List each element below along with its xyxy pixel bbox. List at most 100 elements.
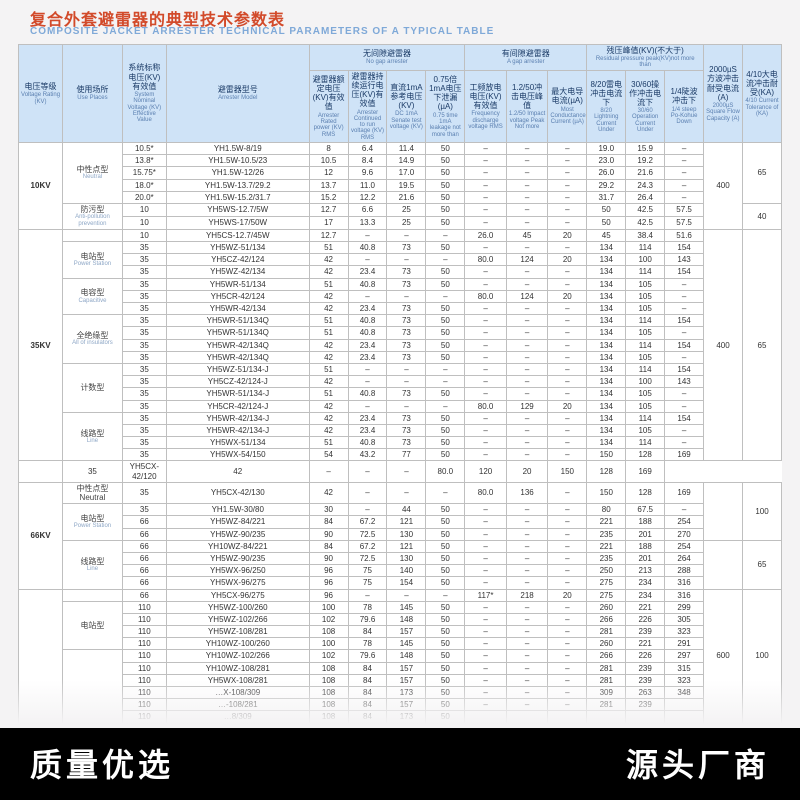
cell-g4: 50 (426, 167, 465, 179)
cell-r2: 100 (626, 254, 665, 266)
cell-g4: 50 (426, 303, 465, 315)
cell-g3: 73 (387, 412, 426, 424)
use-place: 线路型Line (63, 412, 123, 461)
cell-a2: – (506, 638, 548, 650)
cell-r3: 169 (665, 449, 704, 461)
cell-snv: 15.75* (122, 167, 166, 179)
cell-e1 (704, 540, 743, 589)
cell-snv: 13.8* (122, 155, 166, 167)
cell-r3: 57.5 (665, 203, 704, 216)
cell-r3: – (665, 504, 704, 516)
cell-a2: – (506, 179, 548, 191)
cell-a1: – (465, 528, 507, 540)
col-header: 避雷器额定电压(KV)有效值Arrester Rated power (KV) … (309, 70, 348, 142)
cell-r3: 316 (665, 589, 704, 601)
cell-g2: 9.6 (348, 167, 387, 179)
cell-r3: – (665, 179, 704, 191)
cell-a2: 124 (506, 254, 548, 266)
cell-r3: 169 (665, 482, 704, 503)
cell-r2: 105 (626, 351, 665, 363)
cell-r2: 105 (626, 424, 665, 436)
cell-a2: 136 (506, 482, 548, 503)
cell-r3: – (665, 167, 704, 179)
cell-a1: – (465, 191, 507, 203)
cell-g4: 50 (426, 143, 465, 155)
cell-snv: 110 (122, 638, 166, 650)
cell-mdl: YH5CS-12.7/45W (166, 229, 309, 241)
cell-r2: 221 (626, 638, 665, 650)
cell-mdl: YH5WR-42/134Q (166, 339, 309, 351)
cell-g1: 51 (309, 242, 348, 254)
cell-r3: 305 (665, 613, 704, 625)
cell-a2: – (506, 552, 548, 564)
cell-r3: 297 (665, 650, 704, 662)
cell-r1: 134 (587, 254, 626, 266)
cell-g4: 50 (426, 315, 465, 327)
cell-snv: 66 (122, 552, 166, 564)
cell-a2: – (506, 650, 548, 662)
cell-a2: 218 (506, 589, 548, 601)
cell-g4: 50 (426, 388, 465, 400)
cell-mdl: YH5CZ-42/124 (166, 254, 309, 266)
cell-snv: 35 (122, 412, 166, 424)
cell-a1: – (465, 339, 507, 351)
cell-a3: – (548, 482, 587, 503)
cell-a3: – (548, 565, 587, 577)
cell-a2: – (506, 167, 548, 179)
cell-a2: – (506, 613, 548, 625)
cell-g4: 50 (426, 650, 465, 662)
cell-g3: 130 (387, 528, 426, 540)
cell-g3: 148 (387, 650, 426, 662)
cell-g4: 50 (426, 601, 465, 613)
cell-r3: – (665, 437, 704, 449)
cell-snv: 110 (122, 613, 166, 625)
cell-g2: 6.6 (348, 203, 387, 216)
cell-r3: 154 (665, 363, 704, 375)
cell-a1: 80.0 (465, 482, 507, 503)
cell-g4: 50 (426, 179, 465, 191)
cell-r2: 114 (626, 363, 665, 375)
cell-g3: 148 (387, 613, 426, 625)
cell-r3: 254 (665, 516, 704, 528)
cell-mdl: YH1.5W-10.5/23 (166, 155, 309, 167)
cell-a2: – (506, 376, 548, 388)
cell-mdl: YH10WZ-84/221 (166, 540, 309, 552)
cell-r3: 288 (665, 565, 704, 577)
cell-snv: 35 (122, 303, 166, 315)
cell-g1: 8 (309, 143, 348, 155)
cell-g2: 79.6 (348, 650, 387, 662)
cell-g4: 50 (426, 216, 465, 229)
cell-r2: 105 (626, 290, 665, 302)
cell-a3: – (548, 412, 587, 424)
cell-a1: – (465, 242, 507, 254)
cell-g3: – (387, 363, 426, 375)
cell-r1: 134 (587, 424, 626, 436)
cell-mdl: YH10WZ-108/281 (166, 662, 309, 674)
col-header: 2000µS方波冲击耐受电流(A)2000µS Square Flow Capa… (704, 45, 743, 143)
cell-a1: 80.0 (426, 461, 465, 482)
cell-a2: – (506, 516, 548, 528)
cell-mdl: YH5WZ-90/235 (166, 552, 309, 564)
cell-snv: 35 (122, 290, 166, 302)
cell-g4: 50 (426, 266, 465, 278)
cell-g2: 12.2 (348, 191, 387, 203)
cell-g3: 121 (387, 516, 426, 528)
cell-g3: – (387, 290, 426, 302)
cell-r1: 235 (587, 552, 626, 564)
cell-a2: – (506, 412, 548, 424)
cell-r1: 134 (587, 278, 626, 290)
cell-e1: 400 (704, 229, 743, 461)
cell-a1: – (465, 363, 507, 375)
cell-r1: 23.0 (587, 155, 626, 167)
cell-a2: – (506, 266, 548, 278)
cell-a1: – (465, 155, 507, 167)
cell-g2: 23.4 (348, 339, 387, 351)
col-header: 直流1mA参考电压(KV)DC 1mA Senate test voltage … (387, 70, 426, 142)
cell-r3: 254 (665, 540, 704, 552)
cell-r1: 221 (587, 540, 626, 552)
cell-r3: 264 (665, 552, 704, 564)
cell-g3: – (387, 376, 426, 388)
cell-r1: 134 (587, 266, 626, 278)
cell-g3: 157 (387, 626, 426, 638)
cell-g3: 73 (387, 303, 426, 315)
